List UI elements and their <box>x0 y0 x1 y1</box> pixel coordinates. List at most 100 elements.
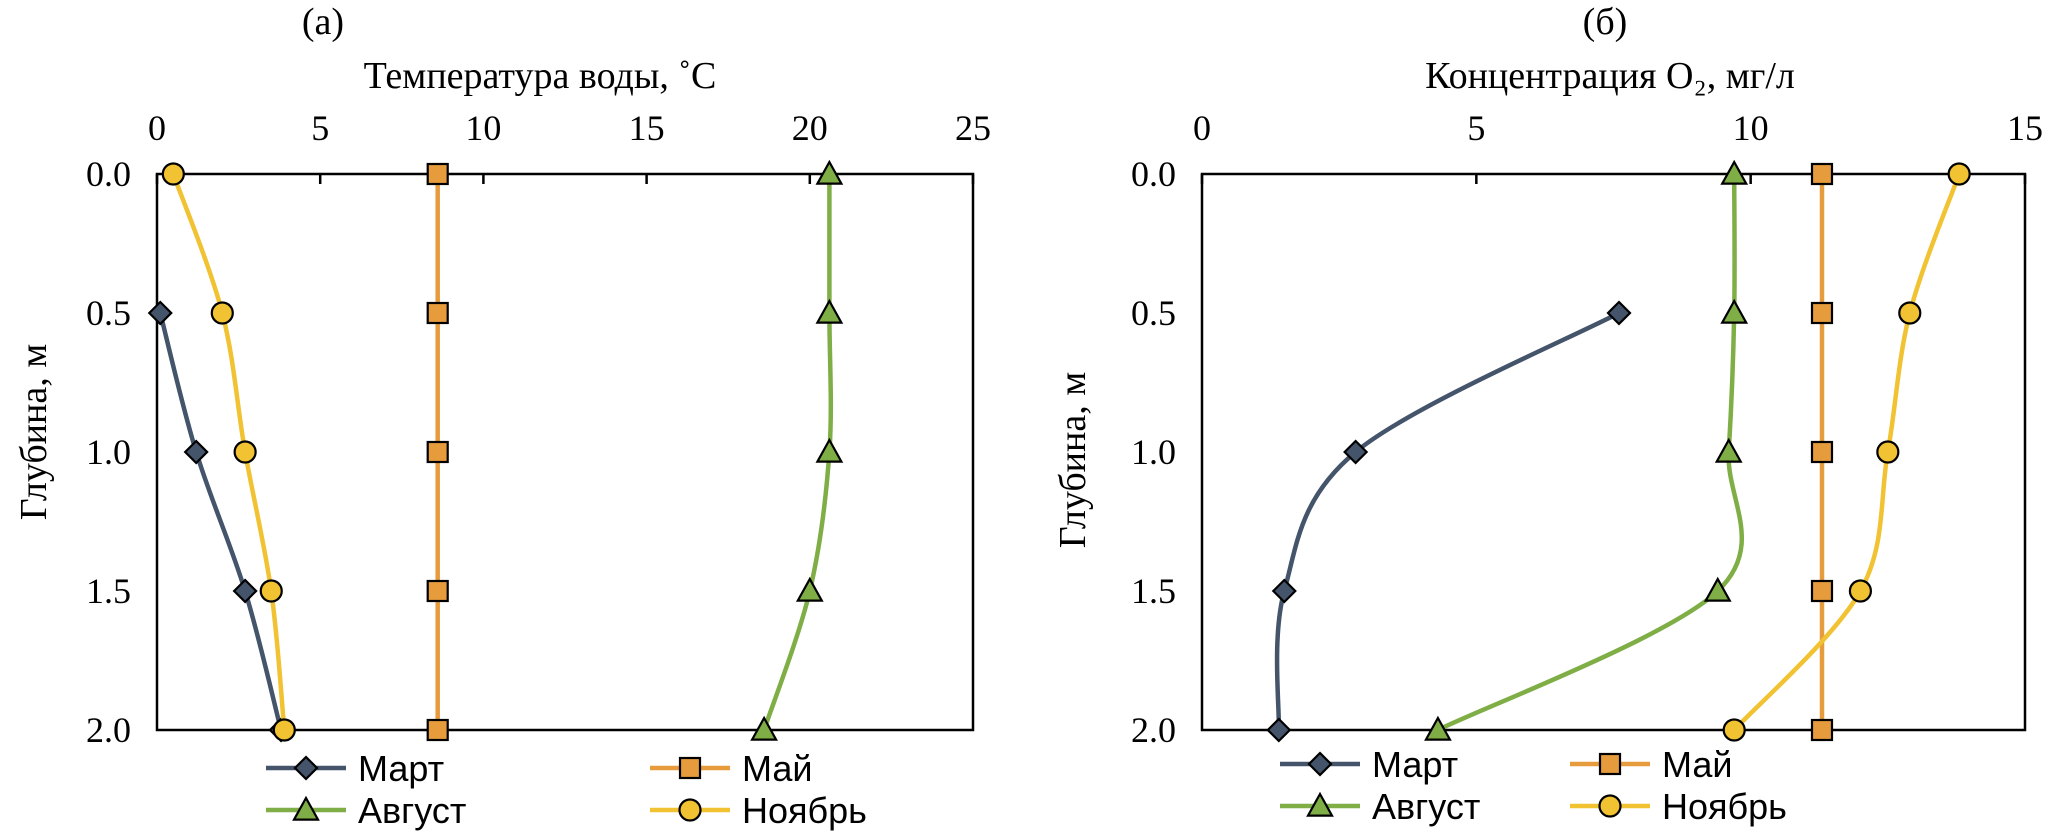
series-line <box>158 310 284 733</box>
x-tick-label: 10 <box>1733 108 1769 148</box>
legend-entry: Март <box>1280 744 1458 785</box>
x-axis-title: Температура воды, ˚C <box>364 55 717 97</box>
x-axis-title: Концентрация O₂, мг/л <box>1425 55 1795 97</box>
data-point <box>1271 578 1297 604</box>
x-tick-label: 15 <box>629 108 665 148</box>
data-point <box>161 162 185 186</box>
series <box>1722 162 1971 742</box>
data-point <box>815 437 844 463</box>
data-point <box>1722 718 1746 742</box>
panel-label: (а) <box>302 1 344 43</box>
data-point <box>232 578 258 604</box>
data-point <box>1343 439 1369 465</box>
y-tick-label: 0.5 <box>1131 293 1176 333</box>
legend-label: Ноябрь <box>1662 786 1787 827</box>
legend-marker <box>293 755 319 781</box>
legend-entry: Май <box>650 748 813 789</box>
x-tick-label: 20 <box>792 108 828 148</box>
data-point <box>426 718 449 742</box>
series <box>1810 162 1834 742</box>
legend-entry: Ноябрь <box>1570 786 1787 827</box>
data-point <box>815 159 844 185</box>
legend-marker <box>678 756 702 780</box>
legend-entry: Ноябрь <box>650 790 867 831</box>
y-tick-label: 1.0 <box>86 432 131 472</box>
data-point <box>1848 579 1873 603</box>
legend: Март Май Август Ноябрь <box>266 748 867 831</box>
data-point <box>426 301 449 325</box>
legend-label: Май <box>742 748 813 789</box>
legend-label: Май <box>1662 744 1733 785</box>
series <box>426 162 449 742</box>
legend-entry: Август <box>1280 786 1480 827</box>
legend-label: Март <box>1372 744 1458 785</box>
data-point <box>750 715 778 741</box>
data-point <box>1424 715 1452 741</box>
data-point <box>1810 301 1834 325</box>
x-tick-label: 0 <box>1193 108 1211 148</box>
data-point <box>183 439 209 465</box>
legend-marker <box>678 798 702 822</box>
y-tick-label: 2.0 <box>86 710 131 750</box>
y-tick-label: 0.0 <box>86 154 131 194</box>
y-tick-label: 2.0 <box>1131 710 1176 750</box>
data-point <box>1606 300 1632 326</box>
x-tick-label: 10 <box>465 108 501 148</box>
legend-entry: Август <box>266 790 466 831</box>
data-point <box>1810 718 1834 742</box>
data-point <box>1898 301 1922 325</box>
data-point <box>426 440 449 464</box>
series-line <box>1731 171 1962 733</box>
data-point <box>1703 576 1732 602</box>
y-tick-label: 1.5 <box>86 571 131 611</box>
x-tick-label: 15 <box>2007 108 2043 148</box>
plot-frame <box>155 172 975 732</box>
data-point <box>1876 440 1900 464</box>
data-point <box>233 440 257 464</box>
legend-label: Август <box>358 790 466 831</box>
panel-b-oxygen-chart: (б) Концентрация O₂, мг/л Глубина, м 0 5 1… <box>1052 1 2043 827</box>
legend-label: Март <box>358 748 444 789</box>
series <box>1424 159 1749 741</box>
data-point <box>426 162 449 186</box>
series <box>750 159 844 741</box>
series-line <box>1435 171 1744 733</box>
panel-a-temperature-chart: (а) Температура воды, ˚C Глубина, м 0 5 10… <box>13 1 991 831</box>
x-tick-label: 5 <box>1467 108 1485 148</box>
legend-marker <box>292 795 320 821</box>
data-point <box>1266 717 1292 743</box>
y-tick-label: 1.0 <box>1131 432 1176 472</box>
data-point <box>426 579 449 603</box>
series <box>1266 300 1632 743</box>
legend-entry: Март <box>266 748 444 789</box>
series-line <box>1274 310 1622 733</box>
series-line <box>761 171 834 733</box>
x-tick-label: 0 <box>148 108 166 148</box>
data-point <box>1810 579 1834 603</box>
data-point <box>1810 162 1834 186</box>
plot-frame <box>1200 172 2027 732</box>
panel-label: (б) <box>1583 1 1628 43</box>
data-point <box>272 718 296 742</box>
data-point <box>795 576 824 602</box>
y-axis-title: Глубина, м <box>1052 372 1094 549</box>
legend-entry: Май <box>1570 744 1733 785</box>
data-point <box>1714 437 1743 463</box>
data-point <box>1720 298 1749 324</box>
y-axis-title: Глубина, м <box>13 344 55 521</box>
data-point <box>1810 440 1834 464</box>
data-point <box>1947 162 1971 186</box>
legend: Март Май Август Ноябрь <box>1280 744 1787 827</box>
legend-marker <box>1598 752 1622 776</box>
data-point <box>210 301 234 325</box>
series <box>147 300 294 743</box>
data-point <box>147 300 173 326</box>
y-tick-label: 0.0 <box>1131 154 1176 194</box>
data-point <box>1720 159 1749 185</box>
data-point <box>259 579 283 603</box>
data-point <box>815 298 844 324</box>
x-tick-label: 25 <box>955 108 991 148</box>
legend-label: Август <box>1372 786 1480 827</box>
legend-marker <box>1306 791 1334 817</box>
